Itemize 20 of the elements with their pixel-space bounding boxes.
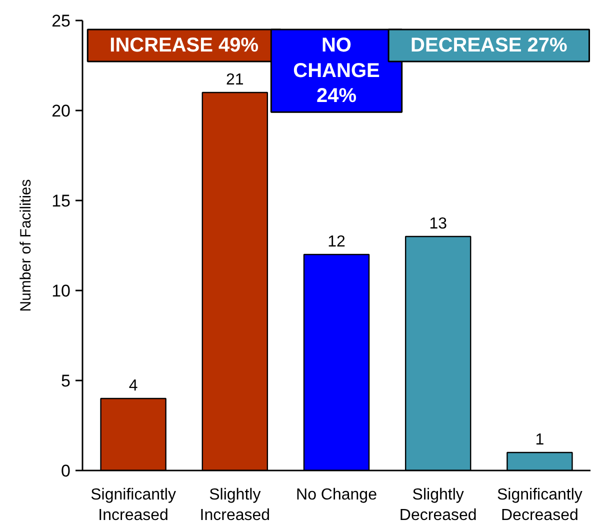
x-tick-label: Slightly Increased xyxy=(200,486,270,524)
y-tick-label: 10 xyxy=(52,282,71,300)
x-tick-label: No Change xyxy=(296,486,378,504)
x-tick-label: Significantly Increased xyxy=(90,486,176,524)
data-label: 1 xyxy=(535,432,544,448)
y-tick-label: 5 xyxy=(61,372,71,390)
x-tick-label: Significantly Decreased xyxy=(497,486,582,524)
annotation: NO CHANGE 24% xyxy=(293,34,380,108)
data-label: 13 xyxy=(429,216,448,232)
annotation: DECREASE 27% xyxy=(410,34,568,56)
y-tick-label: 0 xyxy=(61,462,71,480)
y-tick-label: 20 xyxy=(52,102,71,120)
annotation: INCREASE 49% xyxy=(110,34,259,56)
y-tick-label: 25 xyxy=(52,12,71,30)
x-tick-label: Slightly Decreased xyxy=(399,486,477,524)
y-axis-title: Number of Facilities xyxy=(18,179,35,312)
data-label: 4 xyxy=(128,378,138,394)
data-label: 21 xyxy=(226,72,244,88)
data-label: 12 xyxy=(328,234,346,250)
y-tick-label: 15 xyxy=(52,192,71,210)
